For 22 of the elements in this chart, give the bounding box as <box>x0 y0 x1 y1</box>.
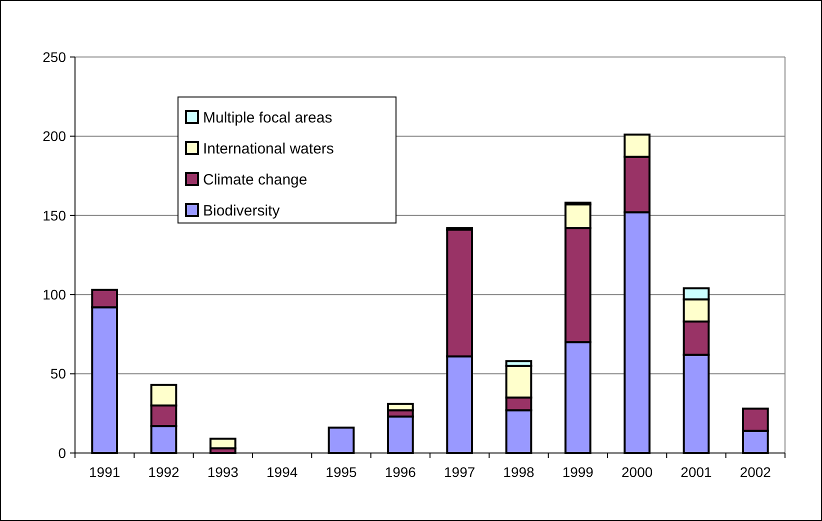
y-tick-label: 150 <box>42 207 66 224</box>
x-tick-label: 1993 <box>207 464 239 480</box>
y-tick-label: 250 <box>42 48 66 65</box>
x-tick-label: 2000 <box>622 464 653 480</box>
y-tick-label: 50 <box>50 366 66 382</box>
y-tick-label: 0 <box>58 444 66 461</box>
y-tick-label: 100 <box>42 286 66 302</box>
x-tick-label: 2002 <box>740 464 772 480</box>
legend-label: Biodiversity <box>203 202 280 220</box>
x-tick-label: 1998 <box>503 464 535 480</box>
legend-label: Multiple focal areas <box>203 109 332 126</box>
legend-label: International waters <box>203 140 334 158</box>
legend-label: Climate change <box>203 171 308 188</box>
x-tick-label: 1992 <box>148 464 180 480</box>
x-tick-label: 1997 <box>444 464 476 480</box>
y-tick-label: 200 <box>42 128 66 144</box>
x-tick-label: 1995 <box>326 464 358 480</box>
x-tick-label: 1994 <box>266 464 298 480</box>
x-tick-label: 1999 <box>562 464 594 480</box>
x-tick-label: 1996 <box>384 464 416 480</box>
x-tick-label: 1991 <box>89 464 120 480</box>
x-tick-label: 2001 <box>680 464 712 480</box>
